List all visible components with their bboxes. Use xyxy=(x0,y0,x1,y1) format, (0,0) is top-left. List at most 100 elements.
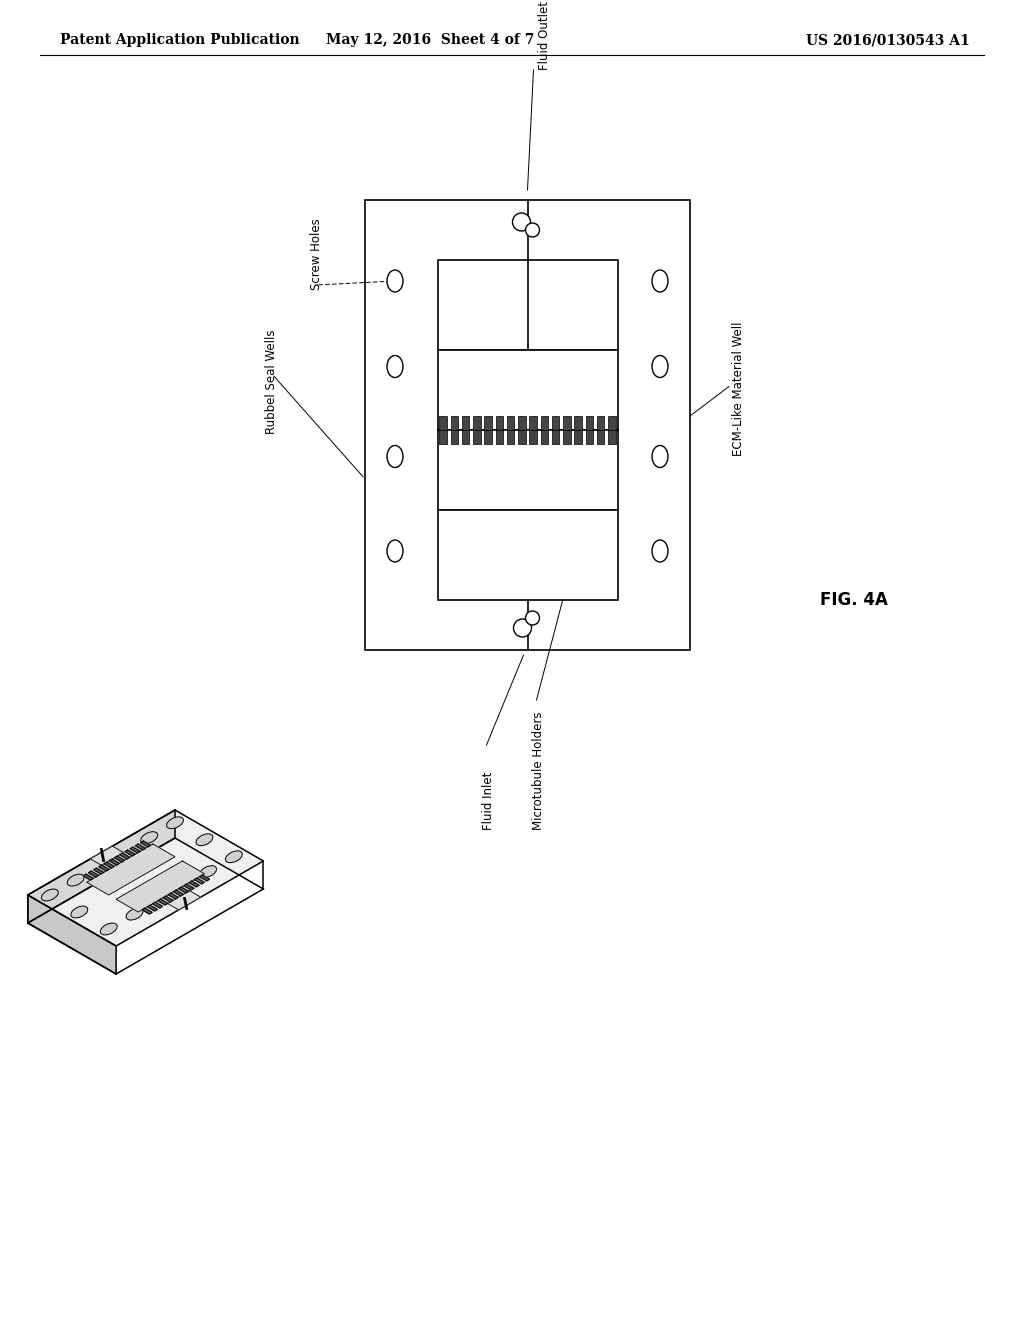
Bar xyxy=(608,430,615,444)
Bar xyxy=(437,430,617,510)
Bar xyxy=(462,430,469,444)
Text: Rubbel Seal Wells: Rubbel Seal Wells xyxy=(265,330,278,434)
Ellipse shape xyxy=(141,832,158,843)
Ellipse shape xyxy=(196,834,213,846)
Bar xyxy=(365,201,690,649)
Polygon shape xyxy=(163,896,173,902)
Bar xyxy=(451,416,458,430)
Ellipse shape xyxy=(167,817,183,829)
Bar xyxy=(507,416,514,430)
Bar xyxy=(437,510,617,601)
Bar xyxy=(586,416,593,430)
Polygon shape xyxy=(83,874,93,880)
Ellipse shape xyxy=(387,271,403,292)
Polygon shape xyxy=(153,902,163,908)
Polygon shape xyxy=(195,878,205,884)
Polygon shape xyxy=(140,841,151,847)
Circle shape xyxy=(513,619,531,638)
Polygon shape xyxy=(28,895,116,974)
Ellipse shape xyxy=(200,866,216,878)
Polygon shape xyxy=(178,887,188,892)
Bar xyxy=(574,430,582,444)
Bar xyxy=(437,350,617,430)
Polygon shape xyxy=(90,846,124,865)
Bar xyxy=(541,416,548,430)
Text: Fluid Inlet: Fluid Inlet xyxy=(482,772,496,830)
Bar xyxy=(473,416,480,430)
Polygon shape xyxy=(135,843,145,850)
Bar xyxy=(541,430,548,444)
Polygon shape xyxy=(168,894,178,899)
Text: Microtubule Holders: Microtubule Holders xyxy=(532,711,546,830)
Polygon shape xyxy=(104,862,115,869)
Ellipse shape xyxy=(387,540,403,562)
Bar xyxy=(518,416,525,430)
Text: Patent Application Publication: Patent Application Publication xyxy=(60,33,300,48)
Ellipse shape xyxy=(68,874,84,886)
Text: FIG. 4A: FIG. 4A xyxy=(820,591,888,609)
Ellipse shape xyxy=(652,271,668,292)
Polygon shape xyxy=(183,884,194,890)
Text: Screw Holes: Screw Holes xyxy=(310,218,323,290)
Bar xyxy=(529,430,537,444)
Polygon shape xyxy=(116,861,205,912)
Ellipse shape xyxy=(41,890,58,902)
Bar xyxy=(597,430,604,444)
Ellipse shape xyxy=(387,355,403,378)
Polygon shape xyxy=(28,810,175,923)
Circle shape xyxy=(525,223,540,238)
Polygon shape xyxy=(130,847,140,853)
Polygon shape xyxy=(88,871,98,876)
Polygon shape xyxy=(87,843,175,895)
Polygon shape xyxy=(93,869,103,874)
Polygon shape xyxy=(125,850,135,855)
Bar xyxy=(563,430,570,444)
Polygon shape xyxy=(168,891,201,909)
Ellipse shape xyxy=(100,923,117,935)
Ellipse shape xyxy=(225,851,243,863)
Bar xyxy=(496,430,503,444)
Ellipse shape xyxy=(652,355,668,378)
Bar xyxy=(437,260,617,350)
Bar xyxy=(462,416,469,430)
Ellipse shape xyxy=(126,908,143,920)
Ellipse shape xyxy=(71,906,88,917)
Polygon shape xyxy=(115,857,125,862)
Bar xyxy=(518,430,525,444)
Bar xyxy=(586,430,593,444)
Bar xyxy=(439,430,446,444)
Ellipse shape xyxy=(387,446,403,467)
Text: Fluid Outlet: Fluid Outlet xyxy=(538,1,551,70)
Polygon shape xyxy=(98,865,109,871)
Polygon shape xyxy=(200,875,210,880)
Bar xyxy=(563,416,570,430)
Polygon shape xyxy=(158,899,168,906)
Bar xyxy=(507,430,514,444)
Ellipse shape xyxy=(652,540,668,562)
Bar xyxy=(451,430,458,444)
Polygon shape xyxy=(189,880,200,887)
Ellipse shape xyxy=(652,446,668,467)
Polygon shape xyxy=(173,890,183,896)
Polygon shape xyxy=(110,859,120,865)
Polygon shape xyxy=(28,810,263,946)
Bar xyxy=(552,430,559,444)
Circle shape xyxy=(512,213,530,231)
Text: ECM-Like Material Well: ECM-Like Material Well xyxy=(732,322,745,457)
Polygon shape xyxy=(120,853,130,859)
Circle shape xyxy=(525,611,540,624)
Text: US 2016/0130543 A1: US 2016/0130543 A1 xyxy=(806,33,970,48)
Bar xyxy=(529,416,537,430)
Bar xyxy=(496,416,503,430)
Polygon shape xyxy=(147,906,158,911)
Bar xyxy=(597,416,604,430)
Bar xyxy=(484,430,492,444)
Bar xyxy=(439,416,446,430)
Bar xyxy=(473,430,480,444)
Bar xyxy=(574,416,582,430)
Bar xyxy=(484,416,492,430)
Polygon shape xyxy=(142,908,153,913)
Bar xyxy=(608,416,615,430)
Text: May 12, 2016  Sheet 4 of 7: May 12, 2016 Sheet 4 of 7 xyxy=(326,33,535,48)
Bar xyxy=(552,416,559,430)
